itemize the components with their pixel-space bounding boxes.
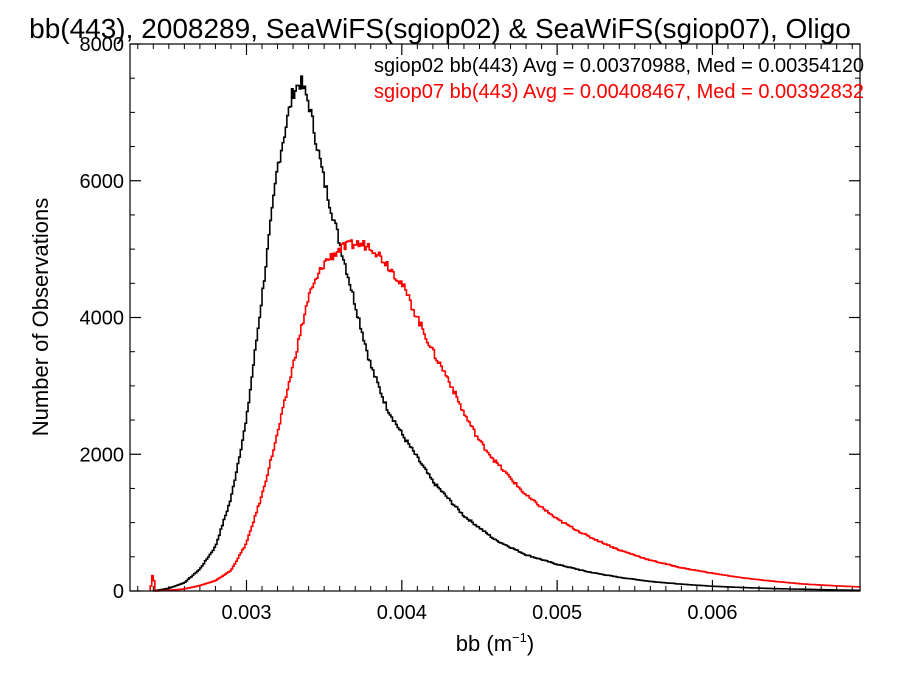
x-axis-label-end: ) (527, 631, 534, 656)
x-tick-label: 0.004 (377, 602, 427, 624)
y-axis-label: Number of Observations (28, 198, 53, 436)
axis-ticks: 0.003 0.004 0.005 0.006 0 2000 4000 6000 8000 (80, 34, 860, 624)
y-tick-label: 4000 (80, 308, 125, 330)
data-series (149, 75, 861, 592)
x-tick-label: 0.005 (532, 602, 582, 624)
x-axis-label-sup: −1 (512, 630, 527, 645)
y-axis-label-text: Number of Observations (28, 198, 53, 436)
series-line-sgiop02 (152, 75, 861, 592)
x-tick-label: 0.006 (687, 602, 737, 624)
y-tick-label: 2000 (80, 444, 125, 466)
x-tick-label: 0.003 (221, 602, 271, 624)
x-axis-label: bb (m−1) (456, 630, 534, 656)
plot-frame (129, 43, 861, 592)
series-line-sgiop07 (149, 239, 861, 592)
y-tick-label: 6000 (80, 171, 125, 193)
y-tick-label: 0 (113, 581, 124, 603)
x-axis-label-main: bb (m (456, 631, 512, 656)
y-tick-label: 8000 (80, 34, 125, 56)
chart-title: bb(443), 2008289, SeaWiFS(sgiop02) & Sea… (29, 13, 851, 44)
legend-entry-sgiop02: sgiop02 bb(443) Avg = 0.00370988, Med = … (374, 55, 864, 77)
legend-entry-sgiop07: sgiop07 bb(443) Avg = 0.00408467, Med = … (374, 81, 864, 103)
